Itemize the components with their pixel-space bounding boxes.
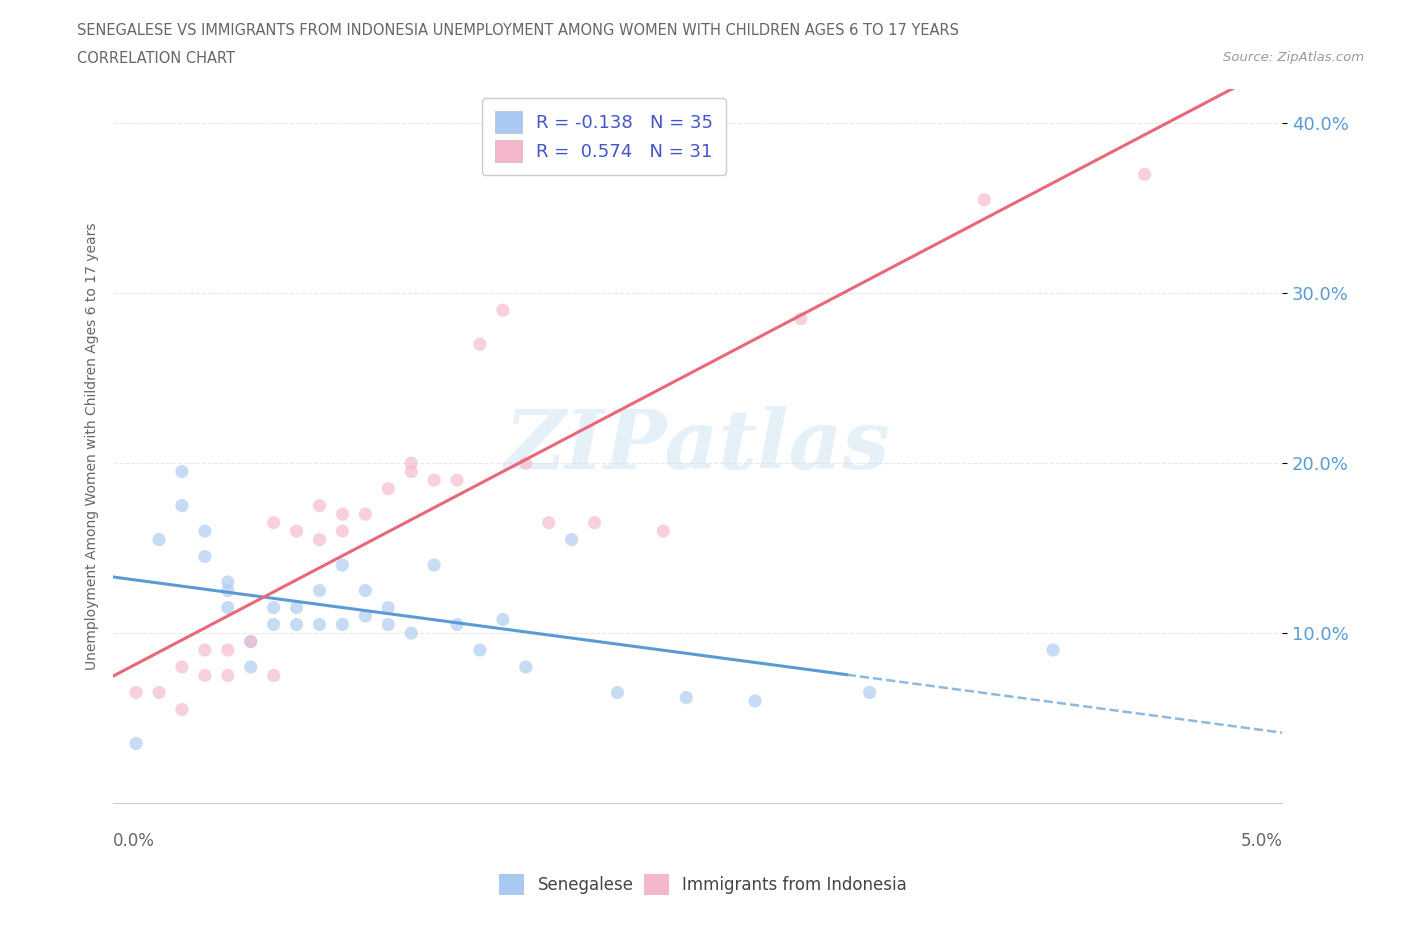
Point: [492, 303, 515, 318]
Point: [446, 618, 468, 632]
Point: [148, 685, 170, 700]
Point: [194, 549, 217, 564]
Point: [423, 472, 446, 487]
Point: [263, 600, 285, 615]
Point: [561, 532, 583, 547]
Point: [194, 643, 217, 658]
Point: [973, 193, 995, 207]
Point: [148, 532, 170, 547]
Point: [446, 472, 468, 487]
Point: [332, 618, 354, 632]
Point: [194, 524, 217, 538]
Point: [790, 312, 813, 326]
Point: [170, 498, 193, 513]
Point: [308, 532, 330, 547]
Point: [354, 583, 377, 598]
Text: CORRELATION CHART: CORRELATION CHART: [77, 51, 235, 66]
Text: 5.0%: 5.0%: [1240, 831, 1282, 850]
Point: [399, 626, 422, 641]
Point: [308, 498, 330, 513]
Point: [354, 608, 377, 623]
Point: [285, 600, 308, 615]
Point: [583, 515, 606, 530]
Point: [606, 685, 628, 700]
Point: [170, 659, 193, 674]
Point: [217, 668, 239, 683]
Point: [125, 736, 148, 751]
Point: [1133, 166, 1156, 181]
Point: [217, 575, 239, 590]
Point: [332, 524, 354, 538]
Y-axis label: Unemployment Among Women with Children Ages 6 to 17 years: Unemployment Among Women with Children A…: [86, 222, 100, 670]
Point: [515, 659, 537, 674]
Point: [468, 643, 491, 658]
Point: [308, 583, 330, 598]
Legend: R = -0.138   N = 35, R =  0.574   N = 31: R = -0.138 N = 35, R = 0.574 N = 31: [482, 99, 725, 175]
Point: [744, 694, 766, 709]
Legend: Senegalese, Immigrants from Indonesia: Senegalese, Immigrants from Indonesia: [491, 866, 915, 903]
Point: [170, 464, 193, 479]
Point: [492, 612, 515, 627]
Point: [537, 515, 560, 530]
Point: [332, 558, 354, 573]
Text: Source: ZipAtlas.com: Source: ZipAtlas.com: [1223, 51, 1364, 64]
Point: [332, 507, 354, 522]
Point: [399, 464, 422, 479]
Text: ZIPatlas: ZIPatlas: [505, 406, 890, 486]
Point: [125, 685, 148, 700]
Point: [217, 583, 239, 598]
Point: [652, 524, 675, 538]
Point: [239, 634, 262, 649]
Point: [468, 337, 491, 352]
Point: [308, 618, 330, 632]
Point: [263, 668, 285, 683]
Point: [217, 643, 239, 658]
Point: [239, 659, 262, 674]
Point: [675, 690, 697, 705]
Text: 0.0%: 0.0%: [114, 831, 155, 850]
Point: [285, 524, 308, 538]
Point: [1042, 643, 1064, 658]
Point: [239, 634, 262, 649]
Point: [515, 456, 537, 471]
Point: [859, 685, 882, 700]
Point: [423, 558, 446, 573]
Point: [377, 618, 399, 632]
Point: [194, 668, 217, 683]
Point: [377, 600, 399, 615]
Text: SENEGALESE VS IMMIGRANTS FROM INDONESIA UNEMPLOYMENT AMONG WOMEN WITH CHILDREN A: SENEGALESE VS IMMIGRANTS FROM INDONESIA …: [77, 23, 959, 38]
Point: [263, 618, 285, 632]
Point: [354, 507, 377, 522]
Point: [170, 702, 193, 717]
Point: [285, 618, 308, 632]
Point: [399, 456, 422, 471]
Point: [217, 600, 239, 615]
Point: [263, 515, 285, 530]
Point: [377, 481, 399, 496]
